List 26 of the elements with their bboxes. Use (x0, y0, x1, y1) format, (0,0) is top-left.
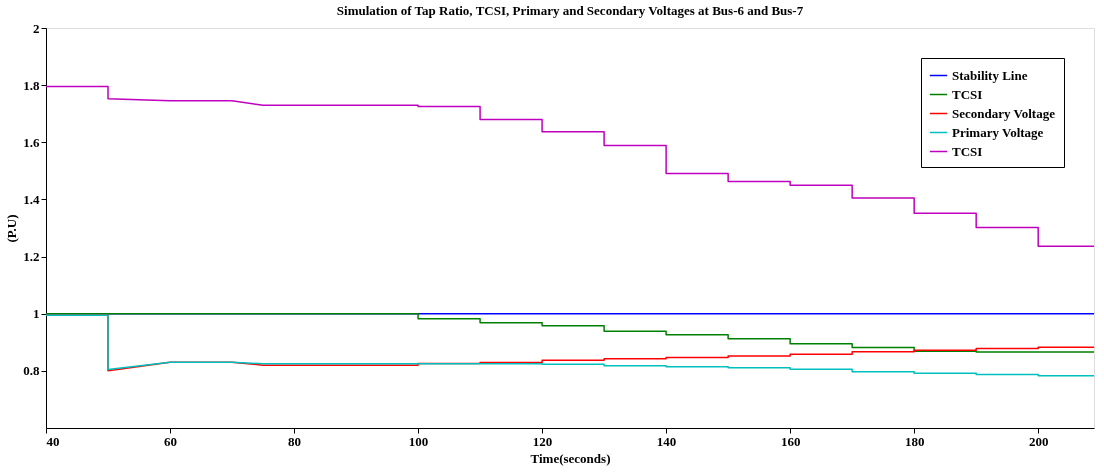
line-series (45, 85, 1095, 248)
x-tick-label: 80 (288, 433, 302, 449)
legend-label: Primary Voltage (952, 124, 1044, 140)
y-tick-label: 2 (33, 20, 40, 36)
y-axis-title: (P.U) (4, 214, 20, 243)
y-tick-label: 0.8 (23, 363, 40, 379)
line-series (45, 312, 1095, 353)
x-tick-label: 140 (656, 433, 677, 449)
x-tick-label: 180 (904, 433, 925, 449)
x-axis-title: Time(seconds) (530, 450, 611, 466)
y-tick-label: 1 (33, 306, 40, 322)
legend-label: Stability Line (952, 67, 1028, 83)
x-tick-label: 60 (164, 433, 178, 449)
x-tick-label: 200 (1028, 433, 1049, 449)
legend-label: TCSI (952, 86, 983, 102)
y-tick-label: 1.8 (23, 77, 40, 93)
x-tick-label: 120 (532, 433, 553, 449)
legend-label: TCSI (952, 143, 983, 159)
y-tick-label: 1.4 (23, 191, 40, 207)
x-tick-label: 160 (780, 433, 801, 449)
legend-label: Secondary Voltage (952, 105, 1056, 121)
x-tick-label: 100 (408, 433, 429, 449)
y-tick-label: 1.6 (23, 134, 40, 150)
x-tick-label: 40 (46, 433, 60, 449)
y-tick-label: 1.2 (23, 249, 40, 265)
chart-title: Simulation of Tap Ratio, TCSI, Primary and Secondary Voltages at Bus-6 and Bus-7 (336, 3, 804, 18)
